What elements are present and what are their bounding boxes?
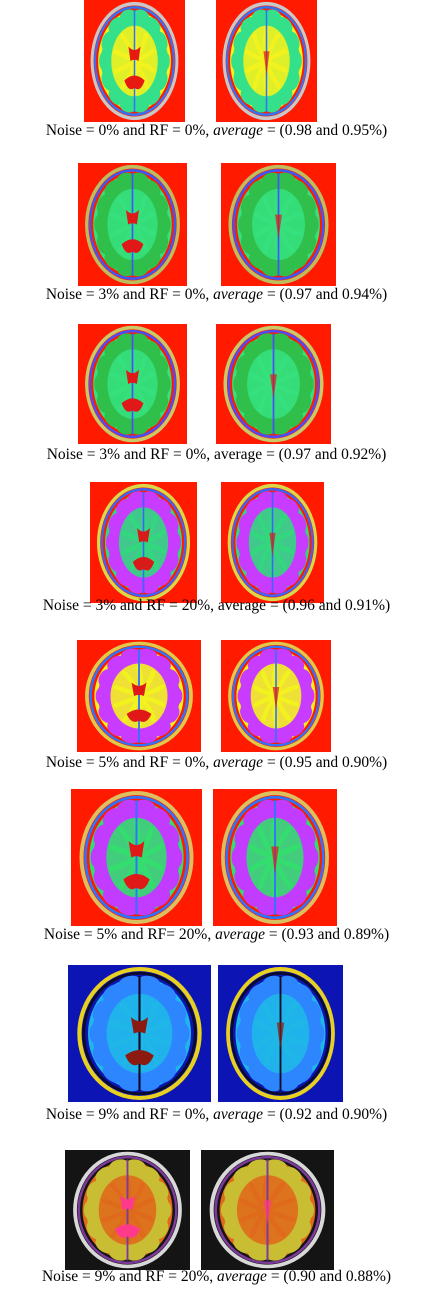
caption-average-label: average: [213, 754, 264, 771]
right-scan-image: [201, 1150, 334, 1270]
left-scan-image: [71, 789, 202, 926]
caption-average-label: average: [214, 446, 263, 463]
right-scan-image: [213, 789, 337, 926]
caption-noise-rf: Noise = 3% and RF = 0%,: [46, 446, 214, 463]
row-caption: Noise = 5% and RF = 0%, average = (0.95 …: [0, 754, 433, 772]
right-scan-image: [221, 640, 331, 752]
left-scan-image: [84, 0, 185, 122]
row-caption: Noise = 3% and RF = 0%, average = (0.97 …: [0, 446, 433, 464]
caption-average-values: = (0.93 and 0.89%): [265, 926, 390, 943]
row-caption: Noise = 3% and RF = 0%, average = (0.97 …: [0, 286, 433, 304]
left-scan-image: [68, 965, 211, 1102]
right-scan-image: [218, 965, 343, 1102]
caption-average-values: = (0.92 and 0.90%): [263, 1106, 388, 1123]
caption-average-values: = (0.96 and 0.91%): [266, 597, 391, 614]
caption-noise-rf: Noise = 9% and RF = 20%,: [41, 1268, 218, 1285]
caption-noise-rf: Noise = 5% and RF= 20%,: [43, 926, 216, 943]
caption-average-values: = (0.98 and 0.95%): [263, 122, 388, 139]
right-scan-image: [216, 324, 331, 444]
caption-average-values: = (0.97 and 0.94%): [263, 286, 388, 303]
caption-average-label: average: [213, 1106, 264, 1123]
row-caption: Noise = 0% and RF = 0%, average = (0.98 …: [0, 122, 433, 140]
caption-noise-rf: Noise = 0% and RF = 0%,: [45, 122, 214, 139]
caption-average-label: average: [217, 1268, 267, 1285]
row-caption: Noise = 9% and RF = 0%, average = (0.92 …: [0, 1106, 433, 1124]
row-caption: Noise = 3% and RF = 20%, average = (0.96…: [0, 597, 433, 615]
caption-average-label: average: [213, 122, 264, 139]
caption-average-label: average: [215, 926, 265, 943]
row-caption: Noise = 9% and RF = 20%, average = (0.90…: [0, 1268, 433, 1286]
caption-average-values: = (0.95 and 0.90%): [263, 754, 388, 771]
caption-noise-rf: Noise = 3% and RF = 20%,: [42, 597, 218, 614]
right-scan-image: [221, 482, 324, 603]
left-scan-image: [90, 482, 197, 603]
left-scan-image: [78, 324, 187, 444]
caption-noise-rf: Noise = 3% and RF = 0%,: [45, 286, 214, 303]
right-scan-image: [216, 0, 317, 122]
caption-noise-rf: Noise = 9% and RF = 0%,: [45, 1106, 214, 1123]
row-caption: Noise = 5% and RF= 20%, average = (0.93 …: [0, 926, 433, 944]
left-scan-image: [65, 1150, 190, 1270]
caption-noise-rf: Noise = 5% and RF = 0%,: [45, 754, 214, 771]
caption-average-label: average: [213, 286, 264, 303]
caption-average-values: = (0.90 and 0.88%): [266, 1268, 392, 1285]
caption-average-label: average: [217, 597, 267, 614]
left-scan-image: [78, 163, 187, 286]
left-scan-image: [77, 640, 201, 752]
right-scan-image: [221, 163, 336, 286]
caption-average-values: = (0.97 and 0.92%): [262, 446, 387, 463]
